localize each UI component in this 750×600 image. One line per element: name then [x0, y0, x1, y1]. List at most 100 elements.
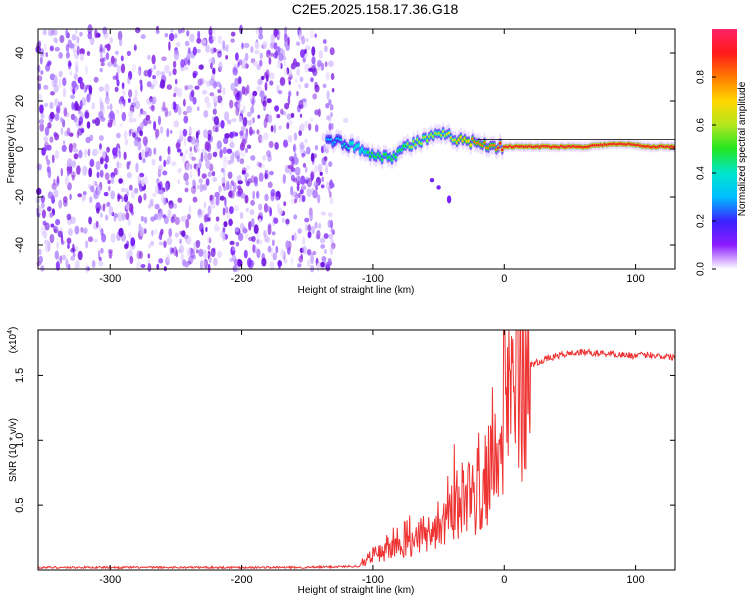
heatmap-cell — [233, 258, 239, 267]
heatmap-cell — [296, 183, 300, 192]
heatmap-cell — [66, 213, 72, 221]
heatmap-cell — [53, 84, 59, 93]
heatmap-cell — [126, 161, 130, 170]
heatmap-cell — [45, 52, 48, 58]
heatmap-cell — [177, 28, 183, 34]
heatmap-cell — [232, 182, 237, 193]
heatmap-cell — [204, 96, 210, 103]
heatmap-cell — [77, 76, 83, 84]
heatmap-cell — [80, 128, 85, 134]
heatmap-cell — [107, 179, 111, 185]
heatmap-cell — [135, 162, 139, 173]
heatmap-cell — [69, 193, 72, 200]
heatmap-cell — [469, 143, 473, 147]
heatmap-cell — [306, 249, 312, 256]
snr-x-ticks: -300 -200 -100 0 100 — [99, 330, 645, 586]
heatmap-cell — [325, 163, 329, 168]
heatmap-cell — [283, 139, 288, 148]
heatmap-cell — [347, 146, 350, 150]
heatmap-cell — [61, 254, 67, 261]
heatmap-cell — [99, 44, 103, 53]
heatmap-cell — [321, 256, 327, 262]
heatmap-cell — [127, 98, 131, 103]
heatmap-cell — [76, 45, 80, 56]
heatmap-cell — [287, 37, 290, 46]
heatmap-cell — [317, 59, 322, 68]
x-tick-label: 0 — [501, 273, 507, 285]
heatmap-cell — [258, 26, 263, 35]
heatmap-cell — [79, 53, 84, 62]
heatmap-cell — [252, 244, 255, 253]
colorbar-gradient — [712, 29, 737, 269]
heatmap-cell — [164, 107, 169, 118]
x-tick-label: -300 — [99, 273, 121, 285]
heatmap-cell — [297, 192, 301, 198]
y-tick-label: -40 — [14, 237, 26, 253]
heatmap-cell — [55, 227, 60, 234]
x-tick-label: -200 — [231, 273, 253, 285]
heatmap-cell — [75, 117, 79, 128]
heatmap-cell — [182, 153, 186, 163]
heatmap-cell — [168, 110, 172, 116]
heatmap-cell — [216, 140, 222, 150]
heatmap-cell — [82, 165, 88, 176]
heatmap-cell — [190, 136, 196, 145]
heatmap-cell — [318, 222, 322, 229]
heatmap-cell — [199, 183, 203, 193]
heatmap-cell — [60, 117, 64, 123]
heatmap-x-ticks: -300 -200 -100 0 100 — [99, 29, 645, 285]
heatmap-cell — [79, 100, 83, 110]
heatmap-cell — [44, 239, 49, 245]
heatmap-cell — [328, 60, 334, 67]
colorbar-tick-label: 0.4 — [696, 166, 707, 180]
heatmap-cell — [165, 182, 169, 192]
heatmap-cell — [234, 132, 239, 137]
heatmap-cell — [287, 135, 293, 143]
heatmap-cell — [264, 193, 269, 202]
heatmap-cell — [268, 57, 272, 65]
heatmap-cell — [331, 88, 335, 93]
heatmap-cell — [220, 120, 225, 129]
heatmap-cell — [270, 247, 274, 257]
heatmap-x-label: Height of straight line (km) — [298, 285, 415, 296]
heatmap-cell — [59, 101, 63, 106]
heatmap-cell — [283, 60, 287, 67]
heatmap-cell — [47, 241, 51, 252]
heatmap-cell — [207, 129, 212, 137]
heatmap-cell — [201, 39, 207, 44]
heatmap-cell — [158, 258, 164, 264]
heatmap-cell — [271, 231, 276, 236]
heatmap-cell — [108, 205, 114, 216]
heatmap-cell — [209, 78, 215, 87]
heatmap-cell — [309, 29, 315, 39]
snr-y-ticks: 0.5 1.0 1.5 — [14, 368, 675, 513]
heatmap-cell — [71, 34, 77, 41]
heatmap-cell — [112, 147, 118, 156]
heatmap-cell — [247, 257, 252, 268]
heatmap-cell — [136, 260, 141, 271]
heatmap-cell — [75, 260, 80, 270]
heatmap-cell — [100, 116, 106, 122]
heatmap-cell — [173, 246, 178, 256]
heatmap-cell — [311, 225, 316, 235]
heatmap-cell — [216, 250, 223, 259]
heatmap-cell — [133, 44, 137, 51]
heatmap-cell — [241, 86, 246, 95]
heatmap-cell — [158, 169, 161, 175]
colorbar: 0.0 0.2 0.4 0.6 0.8 Normalized spectral ampl… — [696, 29, 748, 276]
heatmap-cell — [251, 218, 255, 228]
heatmap-cell — [114, 86, 119, 93]
heatmap-cell — [204, 152, 208, 162]
heatmap-cell — [106, 201, 111, 207]
heatmap-cell — [300, 175, 306, 185]
heatmap-cell — [294, 77, 299, 84]
heatmap-cell — [179, 129, 184, 139]
heatmap-cell — [224, 111, 230, 121]
heatmap-cell — [112, 119, 117, 127]
heatmap-cell — [71, 160, 77, 168]
heatmap-cell — [293, 152, 297, 161]
heatmap-cell — [264, 71, 268, 79]
heatmap-cell — [91, 102, 96, 110]
heatmap-cell — [205, 159, 211, 169]
